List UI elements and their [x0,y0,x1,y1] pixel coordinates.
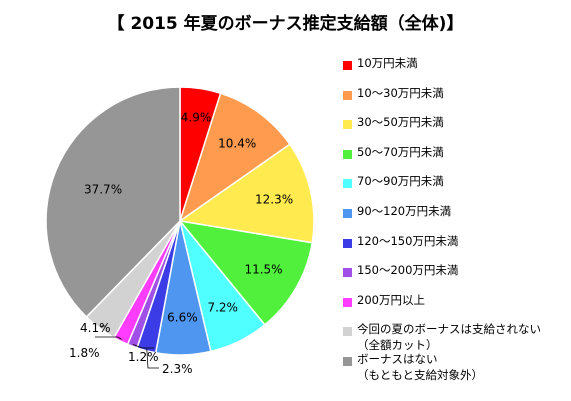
legend-swatch [343,149,352,159]
legend-swatch [343,179,352,189]
legend-label: 150～200万円未満 [357,263,459,278]
legend-item: 今回の夏のボーナスは支給されない （全額カット） [343,322,571,353]
slice-value-label: 7.2% [207,301,238,315]
legend-item: 90～120万円未満 [343,203,571,235]
pie-slice [45,86,181,318]
legend-swatch [343,90,352,100]
legend-sublabel: （全額カット） [357,338,438,353]
slice-value-label: 1.2% [128,350,159,364]
pie-slice [178,143,315,244]
legend-label: 120～150万円未満 [357,233,459,248]
legend-item: 150～200万円未満 [343,263,571,294]
legend-swatch [343,120,352,130]
slice-value-label: 2.3% [162,362,193,376]
legend-label: 10万円未満 [357,56,418,70]
leader-lines [95,325,159,369]
legend-swatch [343,356,352,366]
legend-item: 50～70万円未満 [343,144,571,176]
legend-item: 10～30万円未満 [343,85,571,117]
slice-value-label: 10.4% [218,136,256,150]
legend-swatch [343,61,352,70]
slice-value-label: 12.3% [255,193,293,207]
chart-title: 【 2015 年夏のボーナス推定支給額（全体)】 [107,14,464,34]
legend-label: 70～90万円未満 [357,174,444,189]
legend-swatch [343,238,352,248]
leader-line [95,336,122,340]
leader-line [100,325,106,327]
pie-slices [45,86,315,356]
legend-label: 30～50万円未満 [357,115,444,130]
slice-value-label: 6.6% [167,310,198,324]
legend-swatch [343,327,352,337]
pie-slice [178,92,291,223]
slice-value-label: 11.5% [244,262,282,276]
legend-sublabel: （もともと支給対象外） [357,367,484,382]
legend-item: ボーナスはない （もともと支給対象外） [343,351,571,383]
legend-label: 50～70万円未満 [357,144,444,159]
leader-line [132,343,154,349]
legend-label: 200万円以上 [357,292,425,307]
legend-item: 10万円未満 [343,56,571,87]
legend-swatch [343,268,352,278]
legend: 10万円未満 10～30万円未満 30～50万円未満 50～70万円未満 70～90万円… [343,56,571,383]
legend-label: 10～30万円未満 [357,85,444,100]
legend-swatch [343,297,352,307]
slice-value-label: 37.7% [84,183,122,197]
legend-swatch [343,208,352,218]
legend-item: 30～50万円未満 [343,115,571,146]
slice-value-label: 4.9% [181,111,212,125]
data-labels: 4.9% 10.4% 12.3% 11.5% 7.2% 6.6% 2.3%1.2% 1.8% 4… [69,111,293,376]
legend-label: 90～120万円未満 [357,203,452,218]
legend-item: 70～90万円未満 [343,174,571,205]
slice-value-label: 4.1% [80,321,111,335]
legend-item: 200万円以上 [343,292,571,324]
legend-label: 今回の夏のボーナスは支給されない [357,322,541,337]
legend-item: 120～150万円未満 [343,233,571,265]
slice-value-label: 1.8% [69,346,100,360]
leader-line [146,348,159,369]
pie-slice [178,219,314,326]
legend-label: ボーナスはない [357,351,438,366]
